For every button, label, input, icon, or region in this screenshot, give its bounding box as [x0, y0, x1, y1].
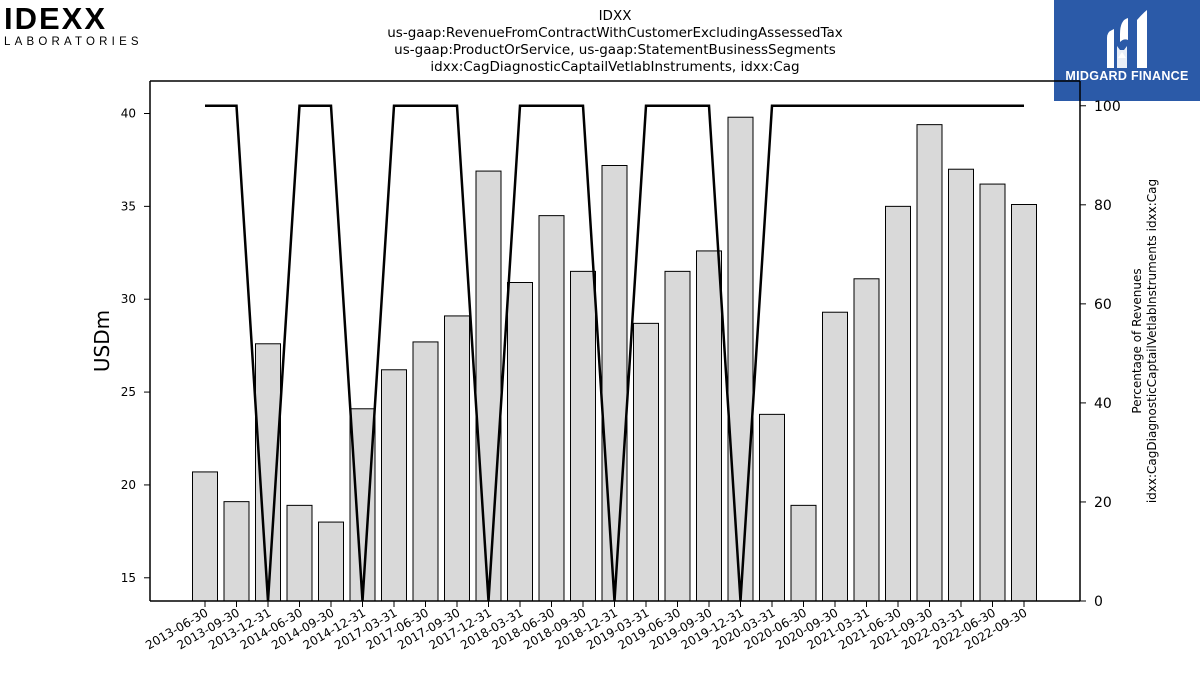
bar: [507, 282, 533, 602]
bar: [853, 278, 880, 602]
bar: [916, 124, 943, 602]
bar: [822, 311, 848, 602]
bar: [318, 521, 344, 602]
left-axis: 15 20 25 30 35 40: [121, 107, 150, 585]
y2-tick-label: 80: [1094, 198, 1112, 214]
title-line-1: IDXX: [598, 8, 632, 24]
y-tick-label: 30: [121, 292, 136, 306]
logo-wordmark: IDEXX: [4, 1, 108, 36]
y-tick-label: 40: [121, 107, 136, 121]
bar: [1011, 204, 1037, 602]
bar: [948, 168, 974, 602]
bar: [885, 205, 911, 602]
title-line-2: us-gaap:RevenueFromContractWithCustomerE…: [387, 25, 843, 41]
brand-logo: MIDGARD FINANCE: [1054, 0, 1200, 101]
y2-tick-label: 60: [1094, 297, 1112, 313]
right-axis: 0 20 40 60 80 100: [1080, 99, 1121, 610]
bars-layer: [192, 116, 1037, 602]
bar: [381, 369, 407, 602]
idexx-logo: IDEXX LABORATORIES: [4, 1, 154, 50]
logo-tagline: LABORATORIES: [4, 36, 143, 48]
bar: [979, 183, 1006, 602]
title-line-4: idxx:CagDiagnosticCaptailVetlabInstrumen…: [430, 59, 800, 75]
bar: [633, 322, 659, 602]
y-tick-label: 25: [121, 385, 136, 399]
y2-axis-label-line2: idxx:CagDiagnosticCaptailVetlabInstrumen…: [1145, 179, 1159, 503]
bar: [664, 270, 691, 602]
bar: [192, 471, 218, 602]
bar: [696, 250, 722, 602]
y-axis-label: USDm: [90, 310, 114, 372]
bar: [475, 170, 502, 602]
y-tick-label: 15: [121, 571, 136, 585]
bar: [727, 116, 754, 602]
bar: [286, 504, 313, 602]
y2-tick-label: 0: [1094, 594, 1103, 610]
y2-tick-label: 40: [1094, 396, 1112, 412]
brand-name: MIDGARD FINANCE: [1065, 69, 1189, 83]
brand-mark-icon: [1107, 10, 1147, 68]
bar: [601, 165, 628, 602]
bar: [570, 270, 596, 602]
bar: [538, 215, 565, 602]
y2-axis-label-line1: Percentage of Revenues: [1130, 268, 1144, 413]
bar: [444, 315, 470, 602]
y-tick-label: 20: [121, 478, 136, 492]
bar: [412, 341, 439, 602]
y2-tick-label: 20: [1094, 495, 1112, 511]
bar: [223, 501, 250, 602]
bar: [349, 408, 376, 602]
title-line-3: us-gaap:ProductOrService, us-gaap:Statem…: [394, 42, 836, 58]
bar: [790, 504, 817, 602]
chart-title: IDXX us-gaap:RevenueFromContractWithCust…: [300, 8, 930, 76]
bar: [759, 413, 785, 602]
x-axis: 2013-06-302013-09-302013-12-312014-06-30…: [143, 601, 1030, 652]
y-tick-label: 35: [121, 199, 136, 213]
y2-tick-label: 100: [1094, 99, 1121, 115]
